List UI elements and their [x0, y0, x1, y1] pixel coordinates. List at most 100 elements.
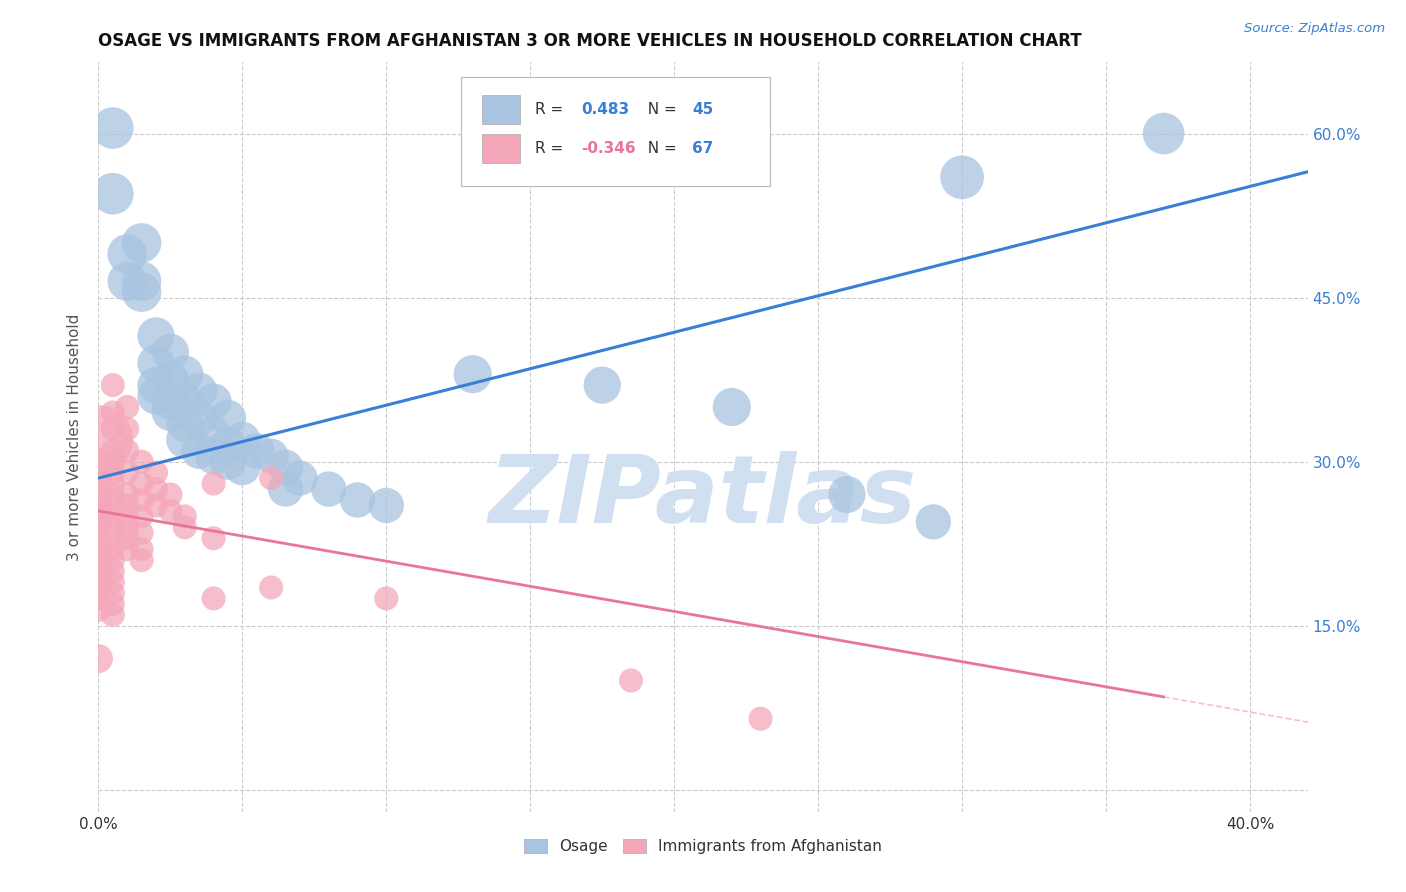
Point	[720, 400, 742, 414]
Point	[115, 247, 138, 261]
Point	[101, 455, 124, 469]
Point	[101, 499, 124, 513]
Point	[87, 433, 110, 447]
Point	[87, 455, 110, 469]
Point	[87, 509, 110, 524]
Point	[375, 591, 398, 606]
Text: N =: N =	[638, 103, 682, 117]
Point	[131, 235, 153, 250]
Point	[246, 443, 269, 458]
Text: R =: R =	[534, 141, 568, 156]
Text: OSAGE VS IMMIGRANTS FROM AFGHANISTAN 3 OR MORE VEHICLES IN HOUSEHOLD CORRELATION: OSAGE VS IMMIGRANTS FROM AFGHANISTAN 3 O…	[98, 32, 1083, 50]
Text: N =: N =	[638, 141, 682, 156]
Point	[145, 466, 167, 480]
Point	[173, 509, 195, 524]
Point	[749, 712, 772, 726]
Point	[87, 602, 110, 616]
Point	[188, 411, 211, 425]
Point	[87, 548, 110, 562]
Point	[115, 487, 138, 501]
Point	[274, 460, 297, 475]
Point	[217, 438, 239, 452]
Point	[260, 581, 283, 595]
Point	[115, 542, 138, 557]
Point	[288, 471, 311, 485]
Point	[101, 586, 124, 600]
Point	[101, 121, 124, 136]
Point	[101, 520, 124, 534]
Point	[274, 482, 297, 496]
Point	[260, 471, 283, 485]
Point	[217, 455, 239, 469]
Point	[188, 443, 211, 458]
Point	[115, 400, 138, 414]
Point	[1153, 127, 1175, 141]
Point	[131, 476, 153, 491]
Point	[159, 504, 181, 518]
Point	[922, 515, 945, 529]
Point	[101, 422, 124, 436]
Point	[159, 394, 181, 409]
Point	[115, 531, 138, 545]
Y-axis label: 3 or more Vehicles in Household: 3 or more Vehicles in Household	[67, 313, 83, 561]
Point	[159, 373, 181, 387]
Point	[173, 367, 195, 381]
Point	[231, 433, 253, 447]
Point	[87, 581, 110, 595]
Point	[202, 476, 225, 491]
Point	[202, 449, 225, 463]
Point	[231, 460, 253, 475]
Point	[202, 394, 225, 409]
Point	[87, 558, 110, 573]
Point	[591, 378, 613, 392]
Legend: Osage, Immigrants from Afghanistan: Osage, Immigrants from Afghanistan	[517, 832, 889, 860]
Point	[87, 525, 110, 540]
Point	[101, 542, 124, 557]
Point	[101, 487, 124, 501]
Point	[131, 285, 153, 300]
Point	[115, 499, 138, 513]
Point	[375, 499, 398, 513]
Point	[131, 455, 153, 469]
FancyBboxPatch shape	[461, 78, 769, 186]
Point	[101, 597, 124, 611]
Point	[217, 411, 239, 425]
Point	[318, 482, 340, 496]
Point	[159, 405, 181, 419]
Point	[145, 389, 167, 403]
Point	[173, 433, 195, 447]
Point	[145, 499, 167, 513]
Point	[188, 384, 211, 398]
Point	[131, 274, 153, 288]
Text: 67: 67	[692, 141, 713, 156]
Point	[101, 466, 124, 480]
Point	[202, 427, 225, 442]
Point	[159, 487, 181, 501]
Point	[101, 443, 124, 458]
Point	[101, 553, 124, 567]
Point	[87, 651, 110, 665]
Point	[159, 345, 181, 359]
Point	[87, 487, 110, 501]
Point	[101, 476, 124, 491]
Point	[101, 509, 124, 524]
Point	[115, 443, 138, 458]
Point	[87, 471, 110, 485]
Point	[173, 417, 195, 431]
Point	[202, 591, 225, 606]
Point	[950, 170, 973, 185]
Point	[101, 405, 124, 419]
Point	[173, 520, 195, 534]
Point	[115, 520, 138, 534]
Point	[145, 356, 167, 370]
Text: 0.483: 0.483	[581, 103, 628, 117]
Point	[101, 574, 124, 589]
Point	[346, 493, 368, 508]
Point	[115, 274, 138, 288]
Point	[131, 493, 153, 508]
Point	[835, 487, 858, 501]
Point	[87, 537, 110, 551]
Point	[620, 673, 643, 688]
Point	[202, 531, 225, 545]
Point	[131, 542, 153, 557]
